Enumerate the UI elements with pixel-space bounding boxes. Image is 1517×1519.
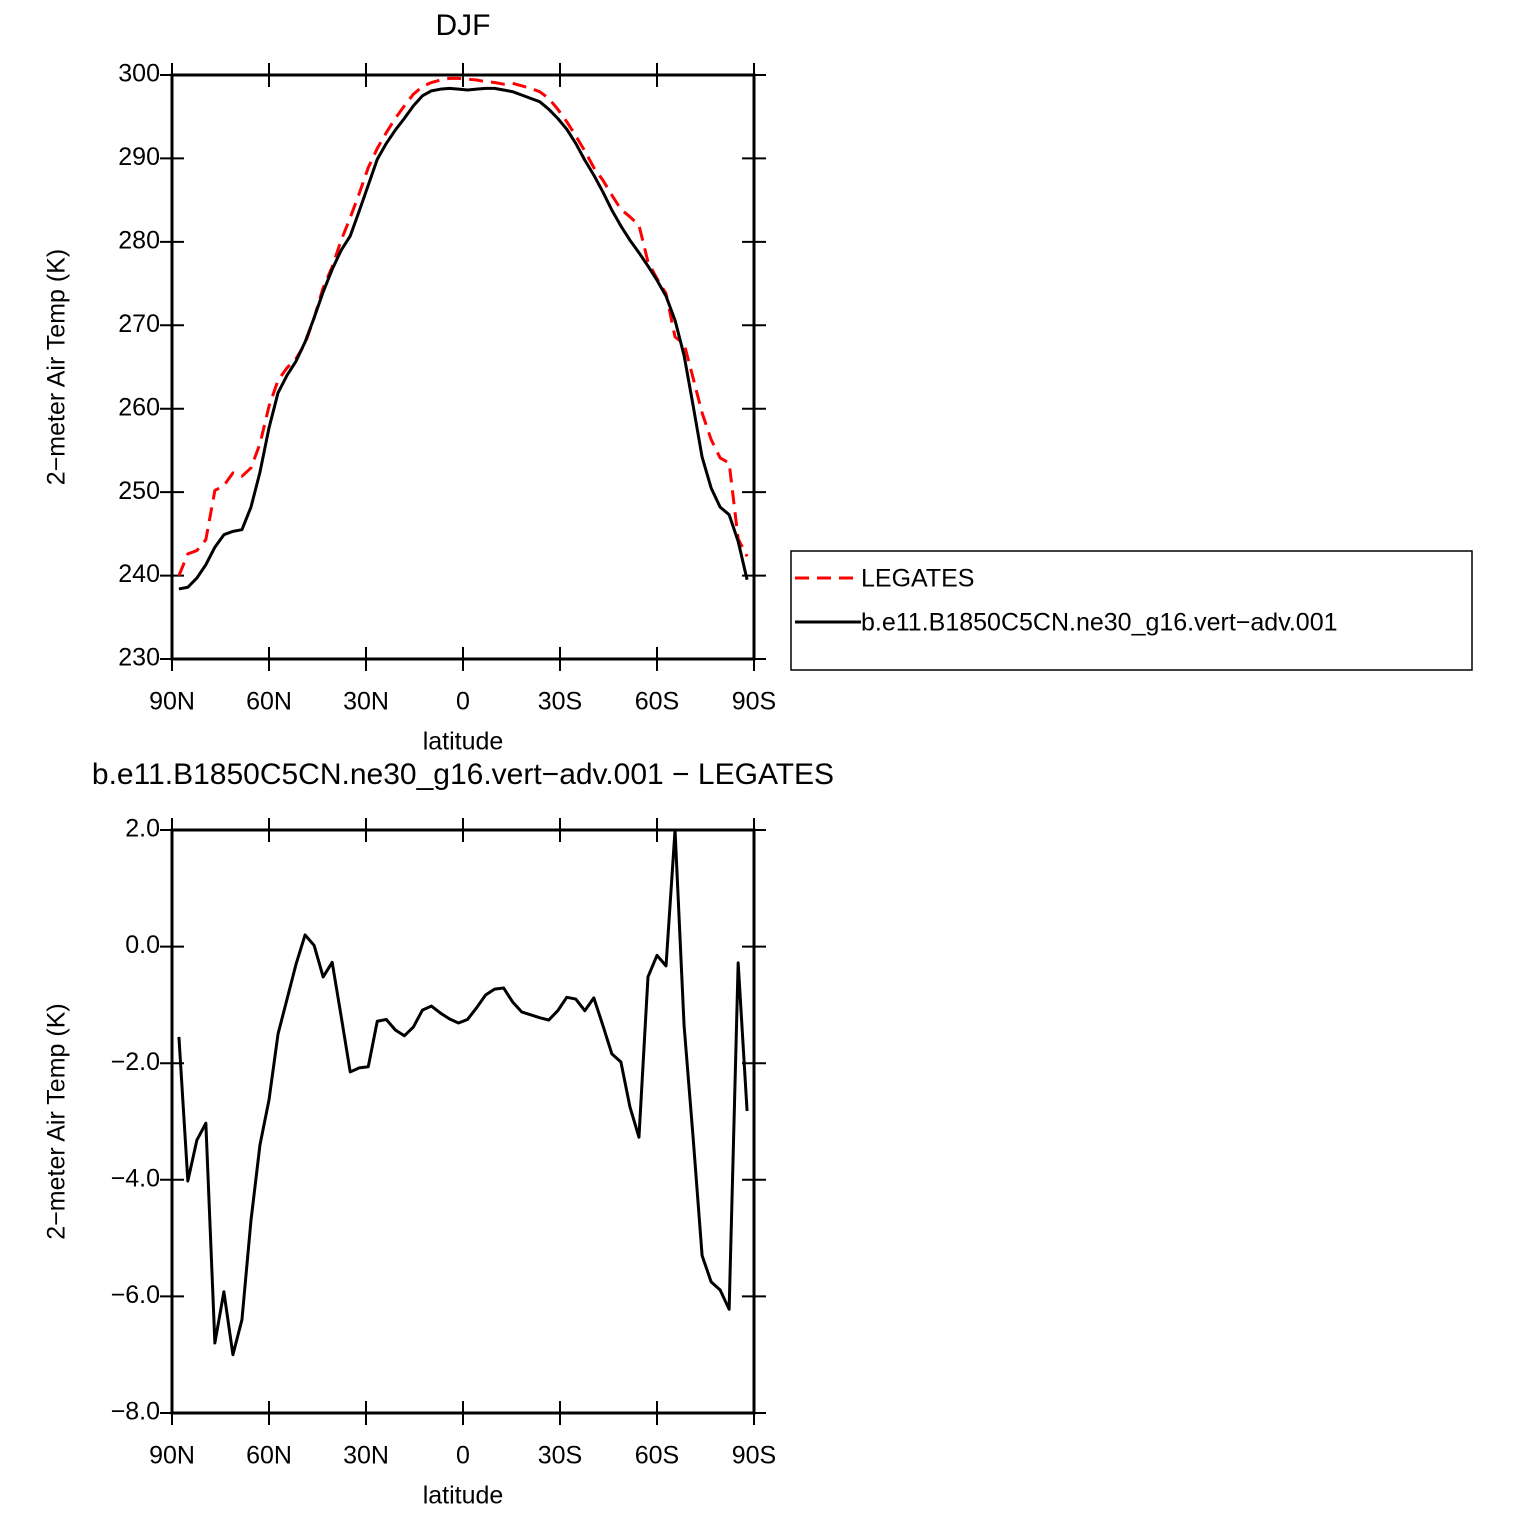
- y-axis-label: 2−meter Air Temp (K): [43, 249, 71, 485]
- y-tick-label: 2.0: [125, 815, 160, 843]
- x-axis-label: latitude: [423, 728, 504, 756]
- x-tick-label: 30S: [538, 1442, 582, 1470]
- x-tick-label: 60S: [635, 1442, 679, 1470]
- y-tick-label: −2.0: [111, 1048, 160, 1076]
- data-line: [177, 828, 749, 1357]
- x-tick-label: 60N: [246, 1442, 292, 1470]
- x-tick-label: 90N: [149, 1442, 195, 1470]
- x-tick-label: 30N: [343, 688, 389, 716]
- x-tick-label: 0: [456, 688, 470, 716]
- legend-label: LEGATES: [861, 565, 974, 593]
- x-tick-label: 90S: [732, 1442, 776, 1470]
- plot-frame: [170, 828, 756, 1415]
- y-tick-label: −4.0: [111, 1164, 160, 1192]
- legend-label: b.e11.B1850C5CN.ne30_g16.vert−adv.001: [861, 609, 1338, 637]
- y-tick-label: −8.0: [111, 1398, 160, 1426]
- y-tick-label: 290: [118, 143, 160, 171]
- x-tick-label: 0: [456, 1442, 470, 1470]
- y-tick-label: −6.0: [111, 1281, 160, 1309]
- y-axis-label: 2−meter Air Temp (K): [43, 1003, 71, 1239]
- x-tick-label: 90N: [149, 688, 195, 716]
- data-line: [178, 86, 749, 591]
- y-tick-label: 240: [118, 560, 160, 588]
- x-tick-label: 30N: [343, 1442, 389, 1470]
- y-tick-label: 280: [118, 226, 160, 254]
- plot-frame: [170, 73, 756, 661]
- y-tick-label: 0.0: [125, 931, 160, 959]
- x-tick-label: 60N: [246, 688, 292, 716]
- y-tick-label: 230: [118, 644, 160, 672]
- y-tick-label: 250: [118, 477, 160, 505]
- y-tick-label: 260: [118, 393, 160, 421]
- x-tick-label: 60S: [635, 688, 679, 716]
- chart-title: b.e11.B1850C5CN.ne30_g16.vert−adv.001 − …: [92, 758, 834, 791]
- chart-title: DJF: [436, 9, 491, 42]
- legend: LEGATES b.e11.B1850C5CN.ne30_g16.vert−adv…: [790, 550, 1473, 671]
- x-tick-label: 30S: [538, 688, 582, 716]
- y-tick-label: 270: [118, 310, 160, 338]
- x-axis-label: latitude: [423, 1482, 504, 1510]
- y-tick-label: 300: [118, 60, 160, 88]
- legend-box: [790, 550, 1473, 671]
- x-tick-label: 90S: [732, 688, 776, 716]
- data-line: [177, 76, 749, 577]
